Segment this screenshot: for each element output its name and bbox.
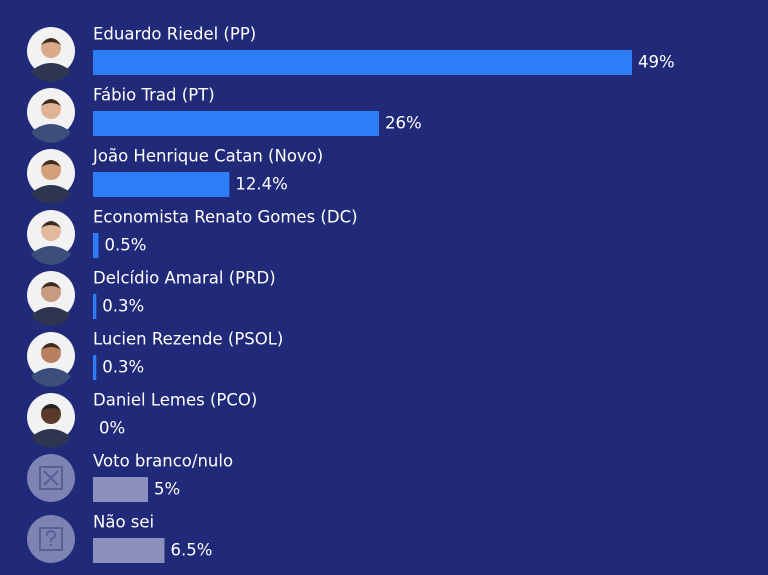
category-label: Lucien Rezende (PSOL) [93, 330, 283, 349]
value-label: 6.5% [171, 541, 213, 560]
row: Lucien Rezende (PSOL) 0.3% [27, 330, 283, 387]
avatar-face [41, 160, 61, 180]
avatar-hair [41, 343, 61, 350]
avatar-hair [41, 282, 61, 289]
row: Fábio Trad (PT) 26% [27, 86, 422, 143]
icon-box [39, 466, 63, 490]
bar [93, 50, 632, 75]
category-label: Fábio Trad (PT) [93, 86, 215, 105]
row: Voto branco/nulo 5% [27, 452, 233, 502]
row: Não sei 6.5% [27, 513, 213, 563]
avatar-hair [41, 160, 61, 167]
avatar-body [31, 185, 71, 204]
avatar-body [31, 307, 71, 326]
category-label: Delcídio Amaral (PRD) [93, 269, 276, 288]
avatar-hair [41, 404, 61, 411]
avatar-face [41, 343, 61, 363]
category-label: Eduardo Riedel (PP) [93, 25, 256, 44]
value-label: 12.4% [235, 175, 287, 194]
avatar-face [41, 282, 61, 302]
avatar-hair [41, 221, 61, 228]
bar [93, 172, 230, 197]
avatar-body [31, 246, 71, 265]
avatar-face [41, 221, 61, 241]
row: Economista Renato Gomes (DC) 0.5% [27, 208, 358, 265]
avatar-body [31, 124, 71, 143]
avatar-hair [41, 99, 61, 106]
value-label: 49% [638, 53, 675, 72]
avatar-face [41, 38, 61, 58]
category-label: Voto branco/nulo [93, 452, 233, 471]
avatar-hair [41, 38, 61, 45]
value-label: 0.5% [105, 236, 147, 255]
category-label: Não sei [93, 513, 154, 532]
icon-x [43, 470, 59, 486]
bar [93, 111, 379, 136]
row: João Henrique Catan (Novo) 12.4% [27, 147, 323, 204]
value-label: 26% [385, 114, 422, 133]
avatar-face [41, 99, 61, 119]
row: Eduardo Riedel (PP) 49% [27, 25, 675, 82]
bar [93, 477, 148, 502]
avatar-body [31, 63, 71, 82]
value-label: 0.3% [102, 297, 144, 316]
avatar-face [41, 404, 61, 424]
bar [93, 538, 165, 563]
category-label: João Henrique Catan (Novo) [92, 147, 323, 166]
bar [93, 233, 99, 258]
bar [93, 294, 97, 319]
row: Delcídio Amaral (PRD) 0.3% [27, 269, 276, 326]
row: Daniel Lemes (PCO) 0% [27, 391, 257, 448]
value-label: 0.3% [102, 358, 144, 377]
category-label: Economista Renato Gomes (DC) [93, 208, 358, 227]
category-label: Daniel Lemes (PCO) [93, 391, 257, 410]
value-label: 0% [99, 419, 125, 438]
bar [93, 355, 97, 380]
avatar-body [31, 368, 71, 387]
avatar-body [31, 429, 71, 448]
icon-box [39, 527, 63, 551]
icon-question [46, 529, 57, 546]
value-label: 5% [154, 480, 180, 499]
